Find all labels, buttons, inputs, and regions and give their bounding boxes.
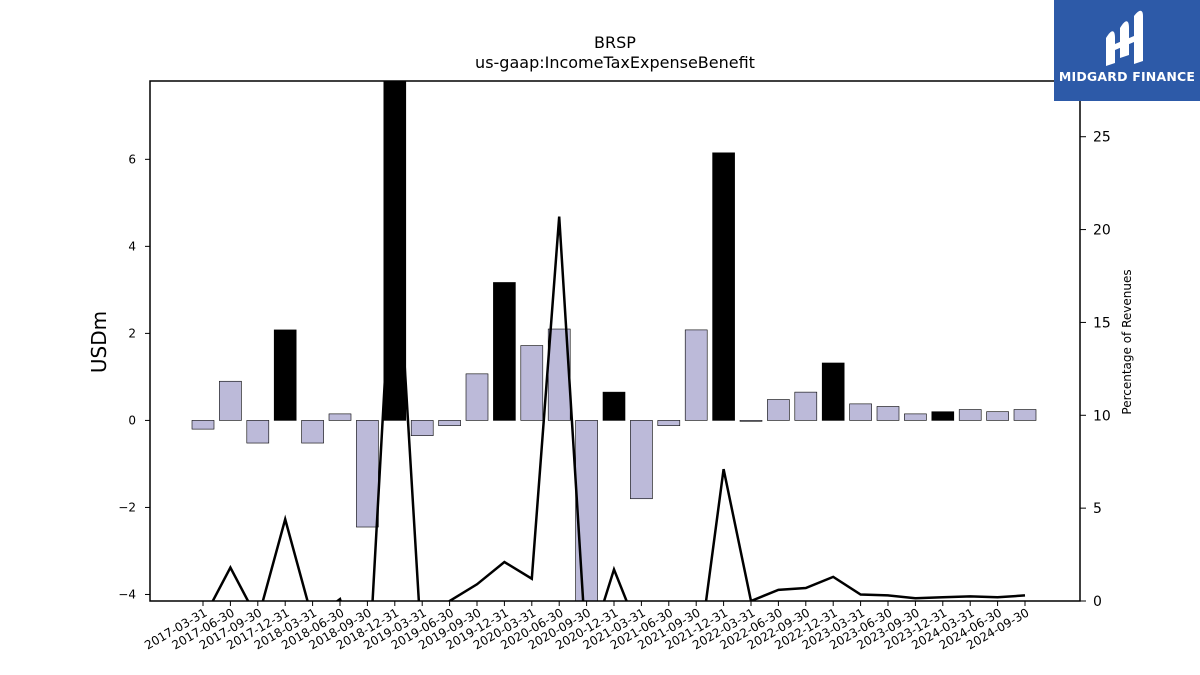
y-tick-label: 2	[128, 326, 136, 340]
midgard-finance-logo: MIDGARD FINANCE	[1054, 0, 1200, 101]
bar-series	[191, 81, 1037, 601]
bar-2022-09-30	[794, 391, 818, 421]
bar-2019-03-31	[410, 420, 434, 436]
bar-2023-12-31	[931, 411, 955, 421]
chart-subtitle: us-gaap:IncomeTaxExpenseBenefit	[475, 53, 755, 72]
y2-axis-label: Percentage of Revenues	[1120, 269, 1134, 414]
bar-2024-06-30	[986, 411, 1009, 421]
bar-2023-06-30	[876, 406, 900, 421]
bar-2024-03-31	[958, 409, 982, 421]
pct-revenue-line	[211, 201, 1026, 601]
y2-tick-label: 15	[1093, 315, 1111, 331]
bar-2021-06-30	[657, 420, 681, 426]
y2-tick-label: 5	[1093, 501, 1102, 517]
y-tick-label: 0	[128, 413, 136, 427]
bar-2023-03-31	[849, 403, 872, 421]
y-tick-label: 6	[128, 152, 136, 166]
bar-2017-06-30	[219, 380, 242, 421]
bar-2021-03-31	[630, 420, 653, 500]
bar-2020-12-31	[602, 391, 626, 421]
bar-2019-06-30	[438, 420, 461, 426]
bar-2018-09-30	[356, 420, 379, 528]
bar-2022-03-31	[739, 420, 763, 422]
bar-2018-03-31	[301, 420, 324, 444]
bar-2021-09-30	[684, 329, 708, 421]
chart-title: BRSP	[594, 33, 636, 52]
y-axis-label: USDm	[87, 311, 111, 373]
y2-tick-label: 0	[1093, 594, 1102, 610]
bar-2018-12-31	[383, 81, 407, 421]
logo-mark-icon	[1106, 10, 1143, 66]
bar-2022-06-30	[767, 399, 790, 421]
y2-tick-label: 10	[1093, 408, 1111, 424]
bar-2022-12-31	[821, 362, 845, 421]
bar-2020-03-31	[520, 345, 544, 421]
y-tick-label: 4	[128, 239, 136, 253]
bar-2024-09-30	[1013, 409, 1037, 421]
y-tick-label: −2	[118, 500, 136, 514]
y-tick-label: −4	[118, 587, 136, 601]
bar-2018-06-30	[328, 413, 352, 421]
bar-2023-09-30	[904, 413, 927, 421]
bar-2017-09-30	[246, 420, 270, 444]
bar-2017-03-31	[191, 420, 215, 430]
bar-2021-12-31	[712, 152, 735, 421]
bar-2019-09-30	[465, 373, 489, 421]
y2-tick-label: 25	[1093, 130, 1111, 146]
logo-text: MIDGARD FINANCE	[1058, 69, 1196, 84]
y2-tick-label: 20	[1093, 223, 1111, 239]
bar-2019-12-31	[493, 282, 516, 421]
bar-2017-12-31	[273, 329, 297, 421]
plot-frame	[149, 80, 1081, 602]
